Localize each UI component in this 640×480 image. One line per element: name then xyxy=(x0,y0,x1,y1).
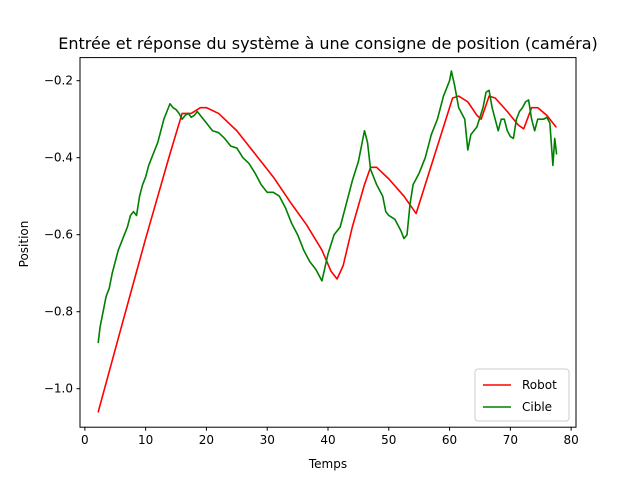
x-tick-label: 60 xyxy=(442,433,457,447)
plot-area xyxy=(97,70,558,413)
y-tick-label: −0.8 xyxy=(44,305,73,319)
x-tick-label: 50 xyxy=(381,433,396,447)
x-tick-label: 80 xyxy=(563,433,578,447)
x-tick-label: 70 xyxy=(503,433,518,447)
x-axis: 0 10 20 30 40 50 60 70 80 xyxy=(81,427,579,447)
legend-label-robot: Robot xyxy=(522,378,557,392)
x-tick-label: 30 xyxy=(260,433,275,447)
x-tick-label: 40 xyxy=(320,433,335,447)
legend: Robot Cible xyxy=(474,368,570,422)
x-axis-label: Temps xyxy=(308,457,347,471)
plot-frame xyxy=(79,57,577,428)
x-tick-label: 0 xyxy=(81,433,89,447)
x-tick-label: 10 xyxy=(138,433,153,447)
legend-frame xyxy=(474,368,570,422)
y-tick-label: −0.4 xyxy=(44,151,73,165)
y-axis-label: Position xyxy=(17,221,31,268)
y-axis: −1.0 −0.8 −0.6 −0.4 −0.2 xyxy=(44,74,80,396)
y-tick-label: −1.0 xyxy=(44,382,73,396)
series-line-robot xyxy=(97,95,557,413)
legend-label-cible: Cible xyxy=(522,400,552,414)
x-tick-label: 20 xyxy=(199,433,214,447)
series-line-cible xyxy=(97,70,558,344)
chart-title: Entrée et réponse du système à une consi… xyxy=(58,34,598,53)
y-tick-label: −0.6 xyxy=(44,228,73,242)
y-tick-label: −0.2 xyxy=(44,74,73,88)
